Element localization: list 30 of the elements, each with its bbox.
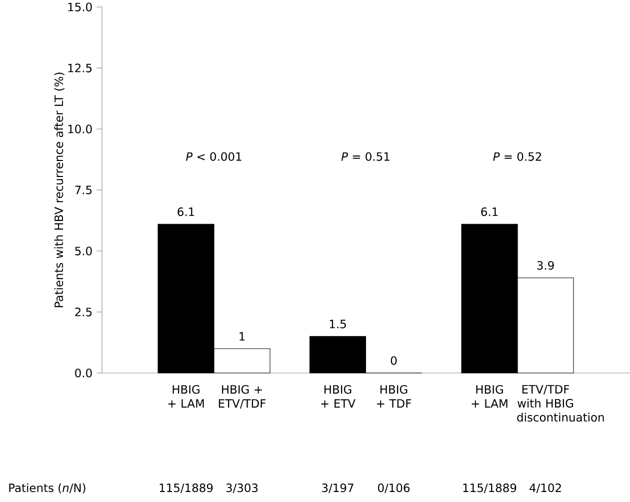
x-tick-label: HBIG + ETV [321,385,356,408]
y-axis-title: Patients with HBV recurrence after LT (%) [54,72,64,308]
y-tick-label: 5.0 [75,246,92,256]
text: 115/1889 [463,483,516,494]
annotation: P = 0.51 [341,152,390,161]
text: 115/1889 [160,483,213,494]
x-tick-label: HBIG + LAM [168,385,204,408]
x-tick-label: HBIG + TDF [377,385,412,408]
y-tick-label: 0.0 [75,368,92,378]
text: 0/106 [378,483,410,494]
data-label: 1 [240,332,245,341]
text: 3/303 [226,483,258,494]
data-label: 1.5 [330,320,346,328]
y-tick-label: 2.5 [75,308,92,316]
data-label: 0 [390,356,397,365]
y-tick-label: 15.0 [68,2,92,12]
x-tick-label: HBIG + ETV/TDF [218,385,266,409]
annotation: P < 0.001 [186,152,242,161]
annotation: P = 0.52 [493,152,542,161]
data-label: 6.1 [481,207,498,216]
y-tick-label: 7.5 [75,186,92,194]
y-tick-label: 12.5 [68,64,92,72]
y-tick-label: 10.0 [68,124,92,134]
data-label: 3.9 [537,261,554,270]
text: 4/102 [530,483,561,494]
text: Patients (n/N) [9,483,86,494]
x-tick-label: ETV/TDF with HBIG discontinuation [517,385,604,422]
text: 3/197 [322,483,354,494]
x-tick-label: HBIG + LAM [472,385,508,408]
data-label: 6.1 [178,207,194,216]
